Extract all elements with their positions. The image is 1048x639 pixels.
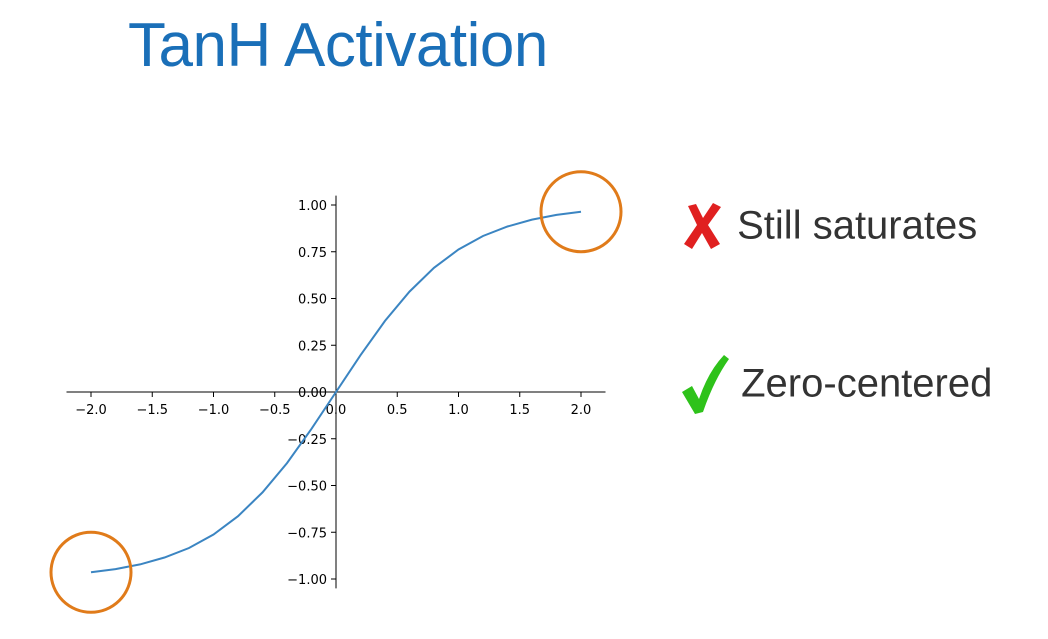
- x-tick-label: −2.0: [75, 403, 107, 418]
- saturation-circle-low: [49, 530, 133, 614]
- note-saturates: Still saturates: [680, 200, 977, 252]
- x-tick-label: 0.0: [326, 403, 347, 418]
- x-tick-label: −0.5: [259, 403, 291, 418]
- y-tick-label: −0.50: [287, 480, 327, 495]
- y-tick-label: −1.00: [287, 573, 327, 588]
- x-tick-label: −1.0: [198, 403, 230, 418]
- x-tick-label: −1.5: [136, 403, 168, 418]
- note-saturates-text: Still saturates: [737, 203, 978, 248]
- x-tick-label: 0.5: [387, 403, 408, 418]
- x-tick-label: 1.5: [509, 403, 530, 418]
- check-mark-icon: [682, 355, 729, 414]
- note-zero-centered: Zero-centered: [680, 352, 992, 416]
- y-tick-label: 1.00: [298, 199, 327, 214]
- note-zero-centered-text: Zero-centered: [741, 361, 993, 406]
- tanh-curve: [90, 210, 582, 574]
- cross-mark-icon: [684, 203, 721, 249]
- y-tick-label: −0.25: [287, 433, 327, 448]
- y-tick-label: 0.75: [298, 246, 327, 261]
- saturation-circle-high: [539, 170, 623, 254]
- y-tick-label: 0.50: [298, 293, 327, 308]
- y-tick-label: 0.00: [298, 386, 327, 401]
- x-tick-label: 2.0: [571, 403, 592, 418]
- y-tick-label: −0.75: [287, 526, 327, 541]
- x-tick-label: 1.0: [448, 403, 469, 418]
- y-tick-label: 0.25: [298, 339, 327, 354]
- slide-title: TanH Activation: [128, 11, 548, 80]
